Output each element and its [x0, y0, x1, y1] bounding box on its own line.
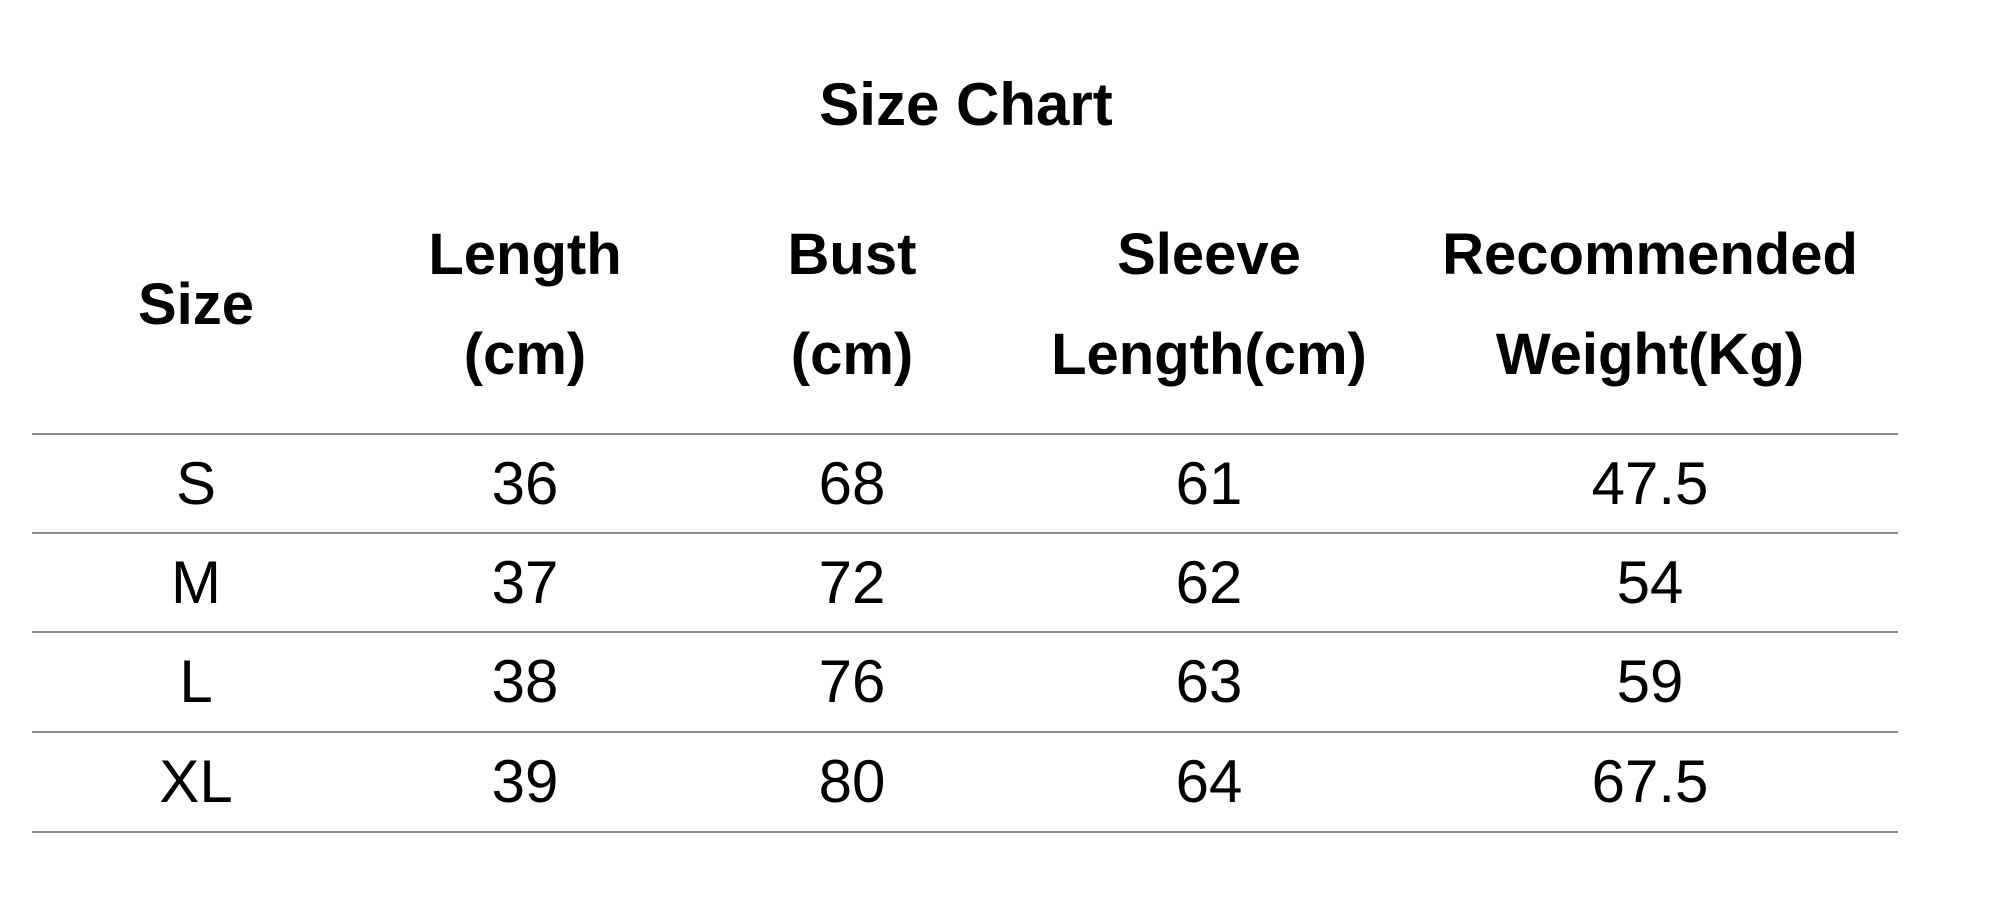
table-cell: 39 [491, 748, 559, 815]
column-header-line: Size [137, 272, 255, 337]
table-cell: 64 [1175, 748, 1243, 815]
row-divider [32, 831, 1898, 833]
row-divider [32, 433, 1898, 435]
table-cell: 38 [491, 648, 559, 715]
table-cell: 59 [1616, 648, 1684, 715]
table-cell: 67.5 [1591, 748, 1709, 815]
column-header: Bust (cm) [642, 205, 1062, 405]
table-cell: 68 [818, 450, 886, 517]
table-cell: M [171, 549, 221, 616]
column-header: Length (cm) [315, 205, 735, 405]
table-cell: S [175, 450, 217, 517]
table-cell: 36 [491, 450, 559, 517]
column-header-line: Length [428, 222, 622, 287]
table-cell: 47.5 [1591, 450, 1709, 517]
column-header: Size [0, 255, 406, 355]
column-header-line: Sleeve [1117, 222, 1301, 287]
table-cell: 37 [491, 549, 559, 616]
column-header-line: Bust [787, 222, 917, 287]
table-cell: 63 [1175, 648, 1243, 715]
column-header: Sleeve Length(cm) [999, 205, 1419, 405]
table-cell: 61 [1175, 450, 1243, 517]
table-cell: 62 [1175, 549, 1243, 616]
row-divider [32, 731, 1898, 733]
column-header-line: Weight(Kg) [1495, 322, 1805, 387]
column-header: Recommended Weight(Kg) [1440, 205, 1860, 405]
row-divider [32, 631, 1898, 633]
column-header-line: Recommended [1442, 222, 1858, 287]
column-header-line: (cm) [463, 322, 587, 387]
table-cell: 80 [818, 748, 886, 815]
column-header-line: Length(cm) [1051, 322, 1367, 387]
table-cell: XL [159, 748, 233, 815]
table-cell: 76 [818, 648, 886, 715]
table-cell: L [179, 648, 213, 715]
row-divider [32, 532, 1898, 534]
column-header-line: (cm) [790, 322, 914, 387]
table-cell: 54 [1616, 549, 1684, 616]
chart-title: Size Chart [819, 71, 1113, 138]
table-cell: 72 [818, 549, 886, 616]
